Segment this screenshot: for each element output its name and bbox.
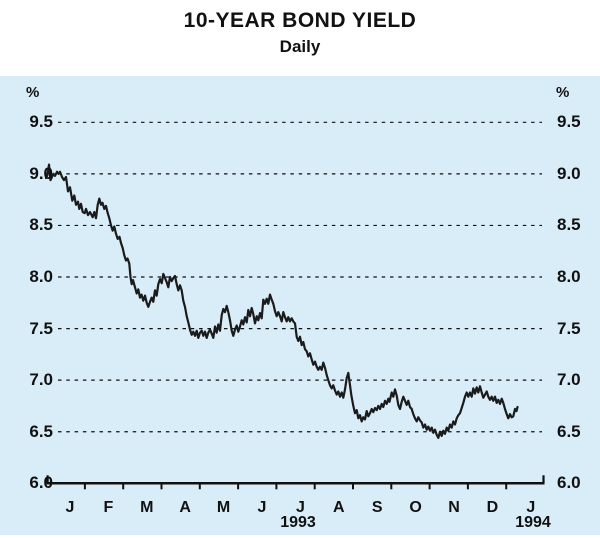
y-tick-label-left-7.5: 7.5 <box>29 318 53 338</box>
y-tick-label-right-6.0: 6.0 <box>557 473 581 493</box>
y-tick-label-left-8.0: 8.0 <box>29 267 53 287</box>
month-label-6: J <box>295 499 305 516</box>
y-tick-label-left-6.0: 6.0 <box>29 473 53 493</box>
month-label-1: F <box>103 499 114 516</box>
month-label-10: N <box>448 499 460 516</box>
month-label-9: O <box>409 499 422 516</box>
month-label-12: J <box>526 499 536 516</box>
x-axis-year-1994: 1994 <box>515 514 551 531</box>
y-tick-label-right-7.5: 7.5 <box>557 318 581 338</box>
month-label-2: M <box>140 499 154 516</box>
y-tick-label-right-6.5: 6.5 <box>557 421 581 441</box>
y-tick-label-right-8.0: 8.0 <box>557 267 581 287</box>
y-tick-label-left-6.5: 6.5 <box>29 421 53 441</box>
y-tick-label-left-9.5: 9.5 <box>29 112 53 132</box>
chart-subtitle: Daily <box>279 37 321 56</box>
y-tick-label-right-7.0: 7.0 <box>557 370 581 390</box>
month-label-4: M <box>216 499 231 516</box>
month-label-8: S <box>371 499 383 516</box>
y-tick-label-left-9.0: 9.0 <box>29 163 53 183</box>
chart-panel <box>0 76 600 535</box>
month-label-11: D <box>486 499 499 516</box>
yield-line <box>44 163 519 439</box>
y-tick-label-right-9.0: 9.0 <box>557 163 581 183</box>
month-label-7: A <box>333 499 345 516</box>
month-label-3: A <box>179 499 191 516</box>
y-tick-label-right-9.5: 9.5 <box>557 112 581 132</box>
chart-title: 10-YEAR BOND YIELD <box>183 9 417 32</box>
y-axis-unit-left: % <box>26 84 40 101</box>
y-tick-label-left-8.5: 8.5 <box>29 215 53 235</box>
y-tick-label-right-8.5: 8.5 <box>557 215 581 235</box>
y-axis-unit-right: % <box>556 84 570 101</box>
month-label-5: J <box>257 499 267 516</box>
x-axis-year-1993: 1993 <box>280 514 316 531</box>
y-tick-label-left-7.0: 7.0 <box>29 370 53 390</box>
month-label-0: J <box>65 499 75 516</box>
